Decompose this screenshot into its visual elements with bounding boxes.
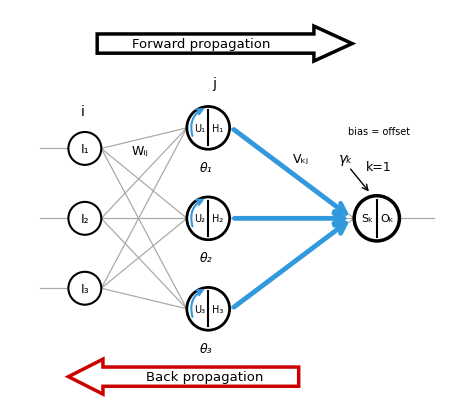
- Text: θ₁: θ₁: [200, 161, 212, 175]
- Text: Oₖ: Oₖ: [380, 214, 393, 224]
- Text: k=1: k=1: [366, 161, 392, 174]
- Text: Forward propagation: Forward propagation: [132, 38, 270, 51]
- Text: U₁: U₁: [194, 123, 205, 133]
- Polygon shape: [97, 27, 352, 62]
- Text: Wᵢⱼ: Wᵢⱼ: [132, 145, 149, 158]
- Circle shape: [68, 272, 101, 305]
- Text: Vₖⱼ: Vₖⱼ: [292, 153, 309, 166]
- Circle shape: [354, 196, 400, 241]
- Circle shape: [187, 288, 229, 330]
- Text: I₁: I₁: [81, 142, 89, 156]
- Text: Back propagation: Back propagation: [146, 370, 264, 383]
- Text: I₂: I₂: [81, 212, 89, 225]
- Circle shape: [68, 202, 101, 235]
- Text: Sₖ: Sₖ: [361, 214, 373, 224]
- Text: U₃: U₃: [194, 304, 205, 314]
- Text: U₂: U₂: [194, 214, 205, 224]
- Text: I₃: I₃: [81, 282, 89, 295]
- Circle shape: [68, 133, 101, 166]
- Text: H₃: H₃: [212, 304, 224, 314]
- Text: j: j: [212, 77, 217, 91]
- Circle shape: [187, 197, 229, 240]
- Text: H₁: H₁: [212, 123, 223, 133]
- Text: θ₃: θ₃: [200, 342, 212, 355]
- Text: θ₂: θ₂: [200, 252, 212, 265]
- Text: γₖ: γₖ: [339, 152, 353, 166]
- Circle shape: [187, 107, 229, 150]
- Text: H₂: H₂: [212, 214, 223, 224]
- Polygon shape: [68, 359, 299, 394]
- Text: bias = offset: bias = offset: [348, 127, 410, 137]
- Text: i: i: [81, 104, 85, 118]
